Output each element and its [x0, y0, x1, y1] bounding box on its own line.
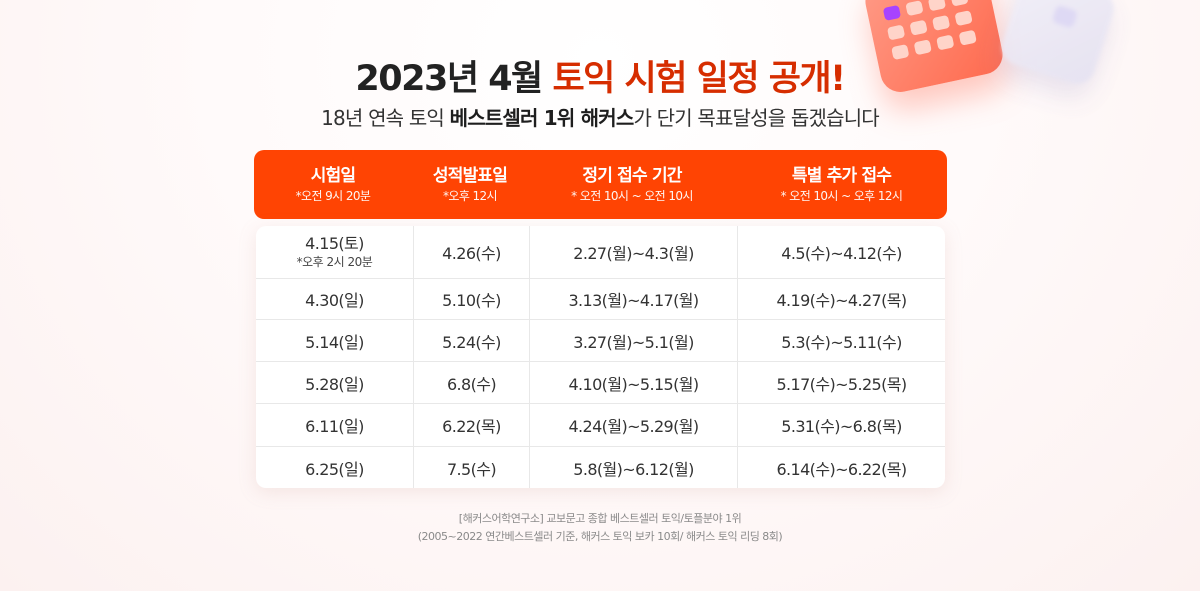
header-note: *오후 12시: [442, 188, 498, 203]
cell-result-date: 4.26(수): [413, 226, 529, 278]
header-exam-date: 시험일 *오전 9시 20분: [254, 150, 412, 219]
cell-regular-period: 4.10(월)~5.15(월): [529, 362, 737, 403]
page-subtitle: 18년 연속 토익 베스트셀러 1위 해커스가 단기 목표달성을 돕겠습니다: [0, 102, 1200, 131]
subtitle-bold: 베스트셀러 1위 해커스: [449, 106, 635, 130]
header-label: 정기 접수 기간: [582, 165, 682, 186]
cell-special-period: 5.3(수)~5.11(수): [737, 320, 945, 361]
cell-result-date: 6.8(수): [413, 362, 529, 403]
cell-exam-date: 4.15(토) *오후 2시 20분: [256, 226, 413, 278]
page-title: 2023년 4월 토익 시험 일정 공개!: [0, 50, 1200, 101]
header-label: 특별 추가 접수: [791, 165, 892, 186]
cell-result-date: 5.24(수): [413, 320, 529, 361]
header-label: 성적발표일: [432, 165, 508, 186]
footnote-line-2: (2005~2022 연간베스트셀러 기준, 해커스 토익 보카 10회/ 해커…: [417, 530, 783, 543]
header-note: * 오전 10시 ~ 오전 10시: [571, 188, 693, 203]
cell-exam-date: 6.11(일): [305, 417, 364, 436]
table-row: 6.25(일) 7.5(수) 5.8(월)~6.12(월) 6.14(수)~6.…: [256, 446, 945, 488]
cell-result-date: 5.10(수): [413, 279, 529, 319]
cell-exam-date: 5.14(일): [305, 332, 364, 352]
exam-date: 4.15(토): [305, 234, 364, 253]
cell-exam-date: 6.25(일): [305, 459, 364, 479]
title-accent: 토익 시험 일정 공개!: [552, 59, 846, 99]
table-row: 6.11(일) 6.22(목) 4.24(월)~5.29(월) 5.31(수)~…: [256, 403, 945, 446]
cell-special-period: 6.14(수)~6.22(목): [737, 447, 945, 488]
title-prefix: 2023년 4월: [355, 59, 553, 99]
header-regular-period: 정기 접수 기간 * 오전 10시 ~ 오전 10시: [528, 150, 736, 219]
cell-exam-date: 4.30(일): [305, 291, 364, 310]
cell-regular-period: 5.8(월)~6.12(월): [529, 447, 737, 488]
header-note: *오전 9시 20분: [295, 188, 371, 203]
subtitle-part2: 가 단기 목표달성을 돕겠습니다: [633, 106, 879, 130]
cell-regular-period: 2.27(월)~4.3(월): [529, 226, 737, 278]
cell-special-period: 4.19(수)~4.27(목): [737, 279, 945, 319]
schedule-table-header: 시험일 *오전 9시 20분 성적발표일 *오후 12시 정기 접수 기간 * …: [254, 150, 947, 219]
exam-time-note: *오후 2시 20분: [296, 255, 373, 269]
cell-regular-period: 3.13(월)~4.17(월): [529, 279, 737, 319]
footnote-line-1: [해커스어학연구소] 교보문고 종합 베스트셀러 토익/토플분야 1위: [458, 512, 742, 525]
table-row: 5.28(일) 6.8(수) 4.10(월)~5.15(월) 5.17(수)~5…: [256, 361, 945, 403]
schedule-table-body: 4.15(토) *오후 2시 20분 4.26(수) 2.27(월)~4.3(월…: [256, 226, 945, 488]
table-row: 4.30(일) 5.10(수) 3.13(월)~4.17(월) 4.19(수)~…: [256, 278, 945, 319]
cell-special-period: 4.5(수)~4.12(수): [737, 226, 945, 278]
cell-special-period: 5.31(수)~6.8(목): [737, 404, 945, 446]
cell-special-period: 5.17(수)~5.25(목): [737, 362, 945, 403]
source-footnote: [해커스어학연구소] 교보문고 종합 베스트셀러 토익/토플분야 1위 (200…: [0, 510, 1200, 546]
header-label: 시험일: [310, 165, 356, 186]
header-special-period: 특별 추가 접수 * 오전 10시 ~ 오후 12시: [736, 150, 947, 219]
cell-regular-period: 4.24(월)~5.29(월): [529, 404, 737, 446]
header-note: * 오전 10시 ~ 오후 12시: [780, 188, 903, 203]
subtitle-part1: 18년 연속 토익: [321, 106, 450, 130]
cell-result-date: 7.5(수): [413, 447, 529, 488]
table-row: 4.15(토) *오후 2시 20분 4.26(수) 2.27(월)~4.3(월…: [256, 226, 945, 278]
table-row: 5.14(일) 5.24(수) 3.27(월)~5.1(월) 5.3(수)~5.…: [256, 319, 945, 361]
header-result-date: 성적발표일 *오후 12시: [412, 150, 528, 219]
cell-regular-period: 3.27(월)~5.1(월): [529, 320, 737, 361]
cell-result-date: 6.22(목): [413, 404, 529, 446]
cell-exam-date: 5.28(일): [305, 374, 364, 394]
